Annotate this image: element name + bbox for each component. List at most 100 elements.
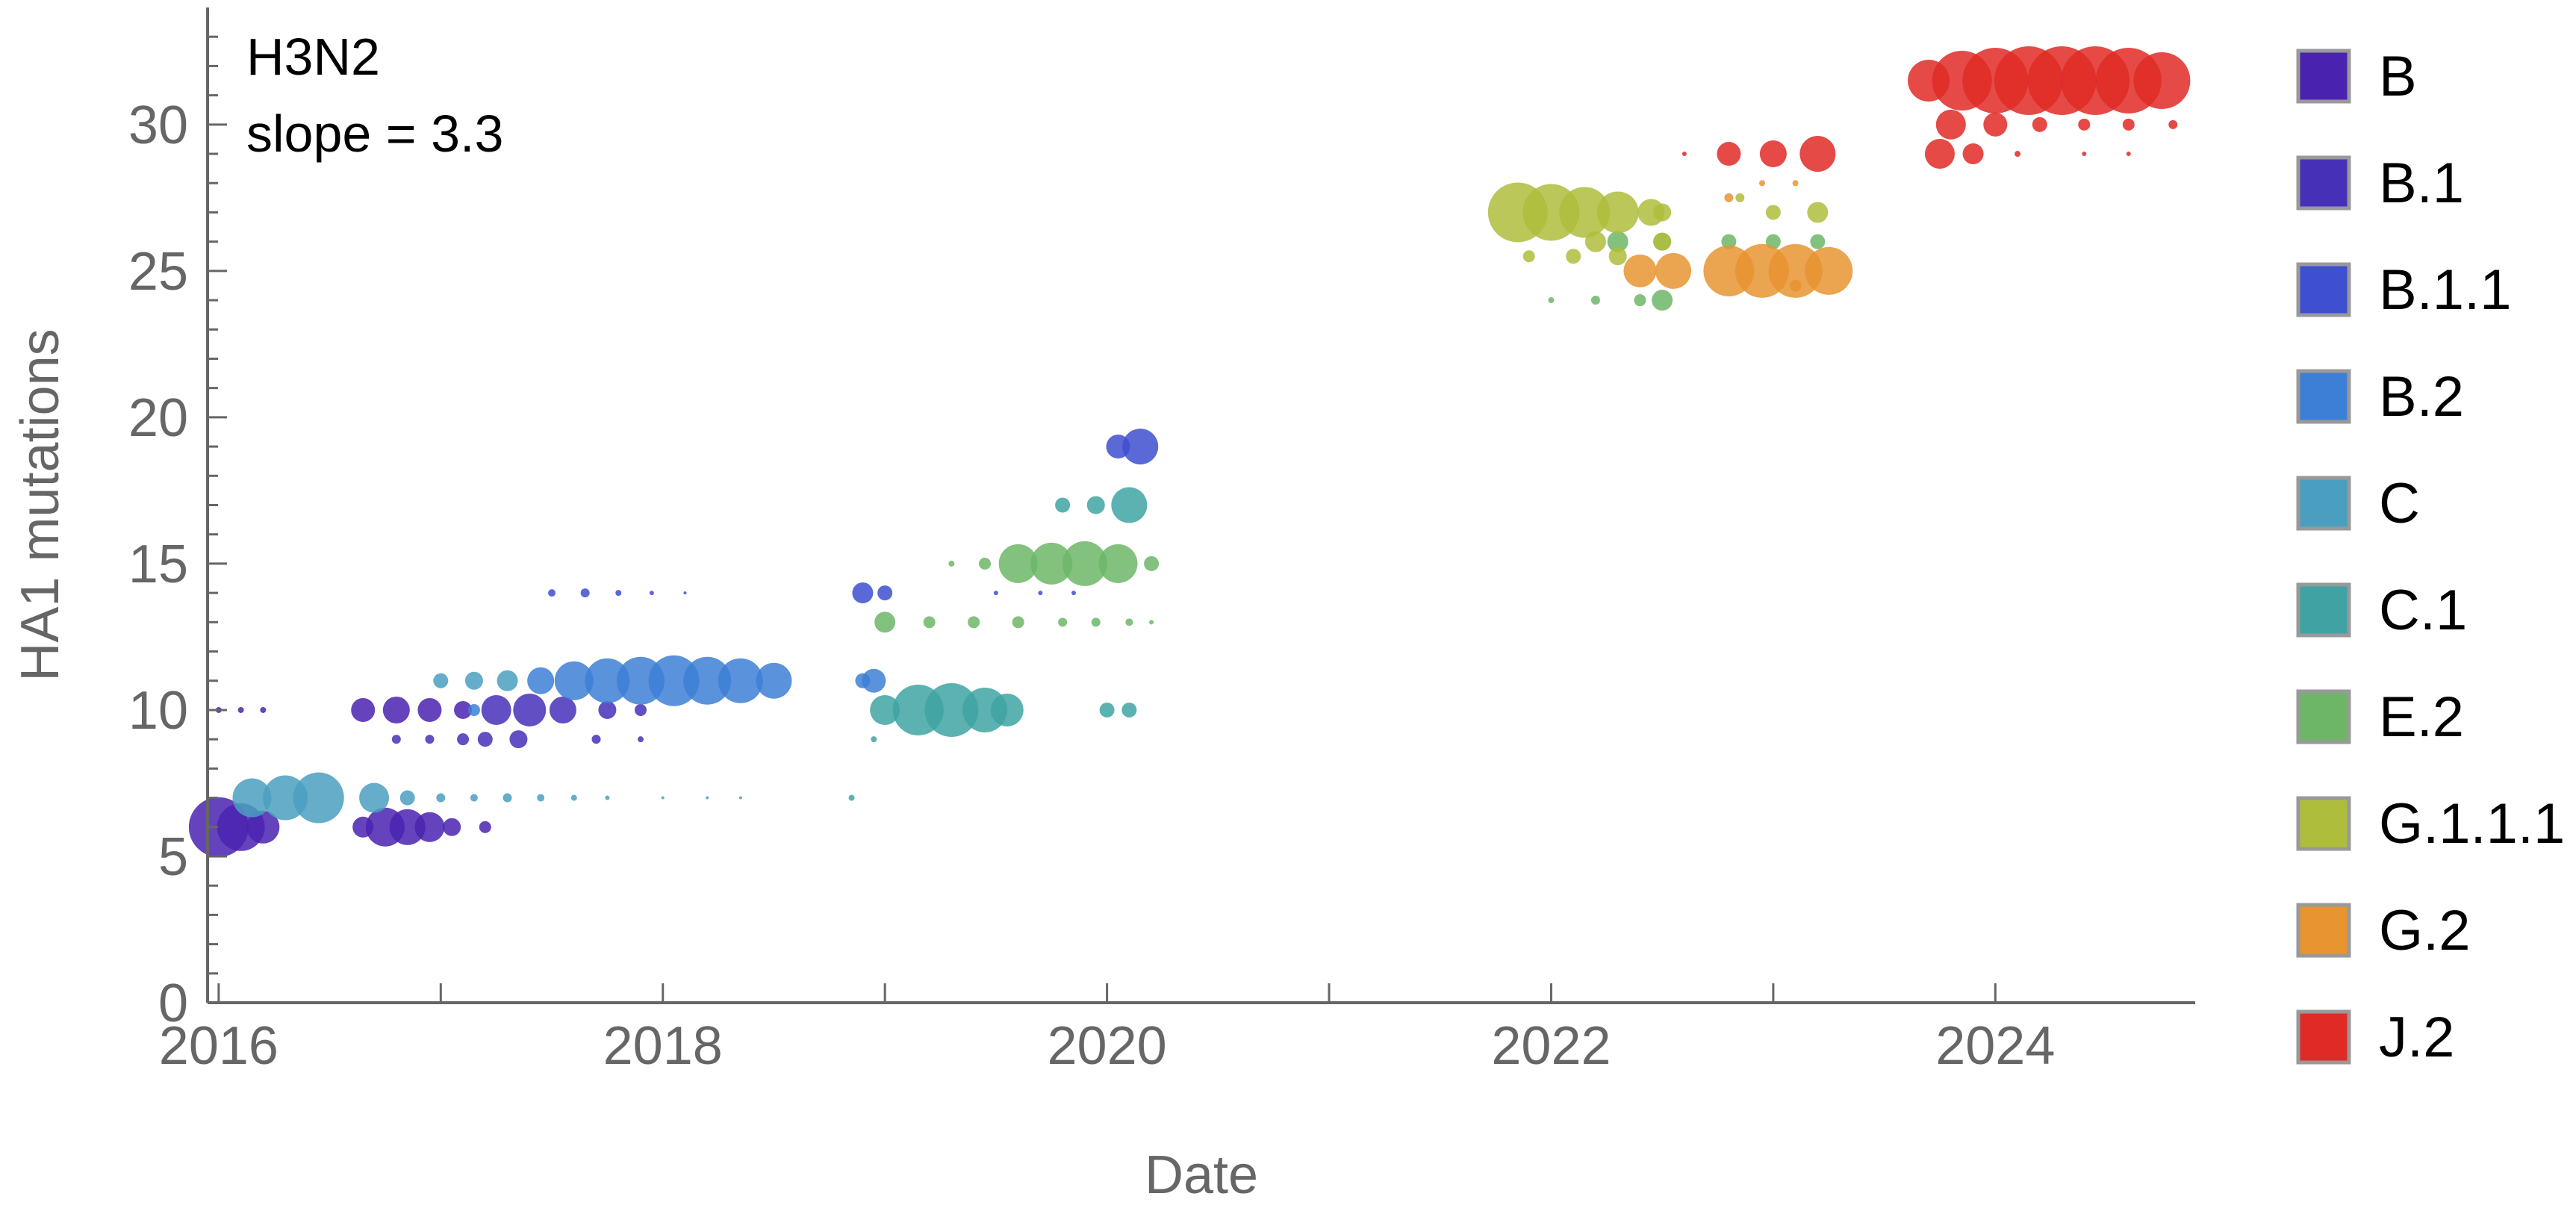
data-point <box>425 735 435 744</box>
data-point <box>527 667 555 694</box>
data-point <box>1086 496 1105 514</box>
data-point <box>2082 152 2087 157</box>
data-point <box>874 611 896 633</box>
data-point <box>497 670 518 691</box>
data-point <box>293 772 344 824</box>
series-B <box>188 696 491 857</box>
data-point <box>1106 435 1130 459</box>
data-point <box>993 591 998 596</box>
data-point <box>2126 152 2131 157</box>
data-point <box>1768 243 1823 298</box>
data-point <box>509 730 528 749</box>
data-point <box>417 697 442 722</box>
data-point <box>414 812 445 842</box>
data-point <box>351 697 376 722</box>
data-point <box>2032 116 2047 132</box>
slope-annotation: slope = 3.3 <box>246 105 503 163</box>
data-point <box>1655 252 1692 289</box>
data-point <box>1681 152 1687 157</box>
series-J-2 <box>1681 46 2191 172</box>
data-point <box>1111 487 1148 523</box>
data-point <box>1590 296 1600 305</box>
subtype-annotation: H3N2 <box>246 28 380 86</box>
data-point <box>1799 136 1836 172</box>
data-point <box>1121 702 1137 718</box>
legend-label: B.1 <box>2379 152 2464 215</box>
data-point <box>683 591 687 595</box>
axes <box>206 7 2195 1004</box>
data-point <box>706 796 709 800</box>
data-point <box>634 703 647 716</box>
data-point <box>1055 497 1071 513</box>
series-C-1 <box>848 487 1148 801</box>
data-point <box>246 810 280 844</box>
data-point <box>1607 231 1628 252</box>
data-point <box>554 661 594 700</box>
series-C <box>232 670 742 824</box>
y-tick-label: 0 <box>158 974 188 1033</box>
data-point <box>443 818 461 836</box>
series-B-1-1 <box>548 429 1159 604</box>
data-point <box>870 694 900 725</box>
data-point <box>1792 180 1799 187</box>
y-tick-label: 25 <box>128 242 188 302</box>
data-point <box>1805 246 1853 295</box>
legend-swatch <box>2296 582 2351 638</box>
data-point <box>1596 191 1639 234</box>
legend-label: G.2 <box>2379 899 2471 962</box>
x-tick-label: 2018 <box>603 1016 723 1076</box>
y-tick-label: 30 <box>128 96 188 155</box>
data-point <box>1759 140 1787 168</box>
data-point <box>1924 139 1955 169</box>
data-point <box>2015 151 2021 158</box>
legend-swatch <box>2296 796 2351 851</box>
data-point <box>1559 187 1611 238</box>
data-point <box>637 736 644 743</box>
data-point <box>924 682 979 737</box>
data-point <box>2122 118 2135 131</box>
legend-label: B <box>2379 45 2417 108</box>
data-point <box>661 796 665 800</box>
data-point <box>2078 118 2091 131</box>
legend-label: E.2 <box>2379 685 2464 749</box>
data-point <box>1807 202 1829 223</box>
legend-label: C <box>2379 472 2420 535</box>
data-point <box>433 673 449 688</box>
data-point <box>479 821 491 833</box>
data-point <box>1122 429 1159 465</box>
data-point <box>1935 109 1966 140</box>
data-point <box>990 693 1024 726</box>
data-point <box>948 560 955 567</box>
data-point <box>979 557 992 570</box>
data-point <box>1038 591 1043 596</box>
data-point <box>1566 249 1581 264</box>
data-point <box>2168 119 2178 129</box>
x-tick-label: 2024 <box>1935 1016 2055 1076</box>
data-point <box>470 794 478 802</box>
data-point <box>391 735 401 744</box>
data-point <box>260 706 267 713</box>
legend-label: G.1.1.1 <box>2379 792 2565 856</box>
data-point <box>389 809 426 845</box>
data-point <box>615 590 622 597</box>
legend-swatch <box>2296 476 2351 531</box>
series-E-2 <box>874 231 1826 633</box>
data-point <box>382 696 410 723</box>
y-tick-label: 15 <box>128 535 188 594</box>
data-point <box>1099 702 1115 718</box>
ticks <box>208 35 1997 1004</box>
data-point <box>1735 193 1745 202</box>
data-point <box>399 790 415 806</box>
data-point <box>477 732 493 747</box>
data-point <box>738 796 742 800</box>
data-point <box>605 795 610 800</box>
data-point <box>1724 193 1734 202</box>
data-point <box>237 706 244 713</box>
data-point <box>467 703 480 716</box>
tick-labels: 2016 2018 2020 2022 2024 0 5 10 15 20 25 30 <box>128 96 2055 1076</box>
data-point <box>1983 112 2008 137</box>
data-point <box>1789 279 1802 292</box>
data-point <box>1634 294 1646 307</box>
data-point <box>1149 620 1154 625</box>
